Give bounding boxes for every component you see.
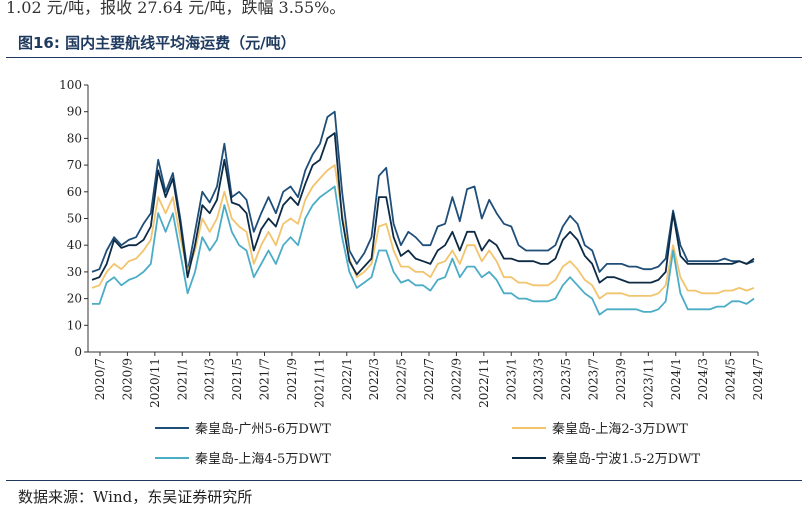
y-tick-label: 80	[67, 131, 82, 145]
x-tick-label: 2024/1	[669, 358, 683, 400]
x-tick-label: 2024/3	[696, 358, 710, 400]
title-divider	[6, 57, 802, 58]
y-tick-label: 70	[67, 158, 82, 172]
x-tick-label: 2020/7	[93, 358, 107, 400]
legend-label: 秦皇岛-广州5-6万DWT	[195, 421, 331, 437]
x-tick-label: 2021/7	[258, 358, 272, 400]
x-tick-label: 2020/11	[148, 358, 162, 408]
x-tick-label: 2021/5	[230, 358, 244, 400]
x-tick-label: 2023/7	[587, 358, 601, 400]
x-tick-label: 2022/9	[449, 358, 463, 400]
y-tick-label: 30	[67, 265, 82, 279]
x-tick-label: 2022/1	[340, 358, 354, 400]
x-tick-label: 2021/3	[203, 358, 217, 400]
y-tick-label: 90	[67, 105, 82, 119]
series-line-3	[92, 185, 755, 316]
y-tick-label: 10	[67, 318, 82, 332]
x-tick-label: 2022/7	[422, 358, 436, 400]
intro-text: 1.02 元/吨，报收 27.64 元/吨，跌幅 3.55%。	[6, 0, 346, 17]
x-tick-label: 2021/11	[312, 358, 326, 408]
y-tick-label: 100	[59, 78, 82, 92]
y-tick-label: 20	[67, 292, 82, 306]
x-tick-label: 2022/5	[395, 358, 409, 400]
series-line-4	[91, 132, 755, 284]
y-tick-label: 60	[67, 185, 82, 199]
x-tick-label: 2023/9	[614, 358, 628, 400]
source-note: 数据来源：Wind，东吴证券研究所	[18, 488, 253, 506]
x-tick-label: 2024/5	[724, 358, 738, 400]
x-tick-label: 2023/5	[559, 358, 573, 400]
footer-divider	[6, 480, 802, 481]
x-tick-label: 2023/1	[504, 358, 518, 400]
x-tick-label: 2021/9	[285, 358, 299, 400]
legend-label: 秦皇岛-宁波1.5-2万DWT	[552, 451, 701, 467]
x-tick-label: 2024/7	[751, 358, 765, 400]
y-tick-label: 40	[67, 238, 82, 252]
series-line-2	[91, 164, 755, 300]
y-tick-label: 0	[74, 345, 82, 359]
x-tick-label: 2022/11	[477, 358, 491, 408]
series-line-1	[91, 110, 755, 273]
x-tick-label: 2020/9	[120, 358, 134, 400]
legend-label: 秦皇岛-上海2-3万DWT	[552, 421, 688, 437]
legend-label: 秦皇岛-上海4-5万DWT	[195, 451, 331, 467]
figure-title: 图16: 国内主要航线平均海运费（元/吨）	[18, 34, 296, 52]
x-tick-label: 2023/11	[641, 358, 655, 408]
x-tick-label: 2023/3	[532, 358, 546, 400]
y-tick-label: 50	[67, 212, 82, 226]
x-tick-label: 2021/1	[175, 358, 189, 400]
x-tick-label: 2022/3	[367, 358, 381, 400]
